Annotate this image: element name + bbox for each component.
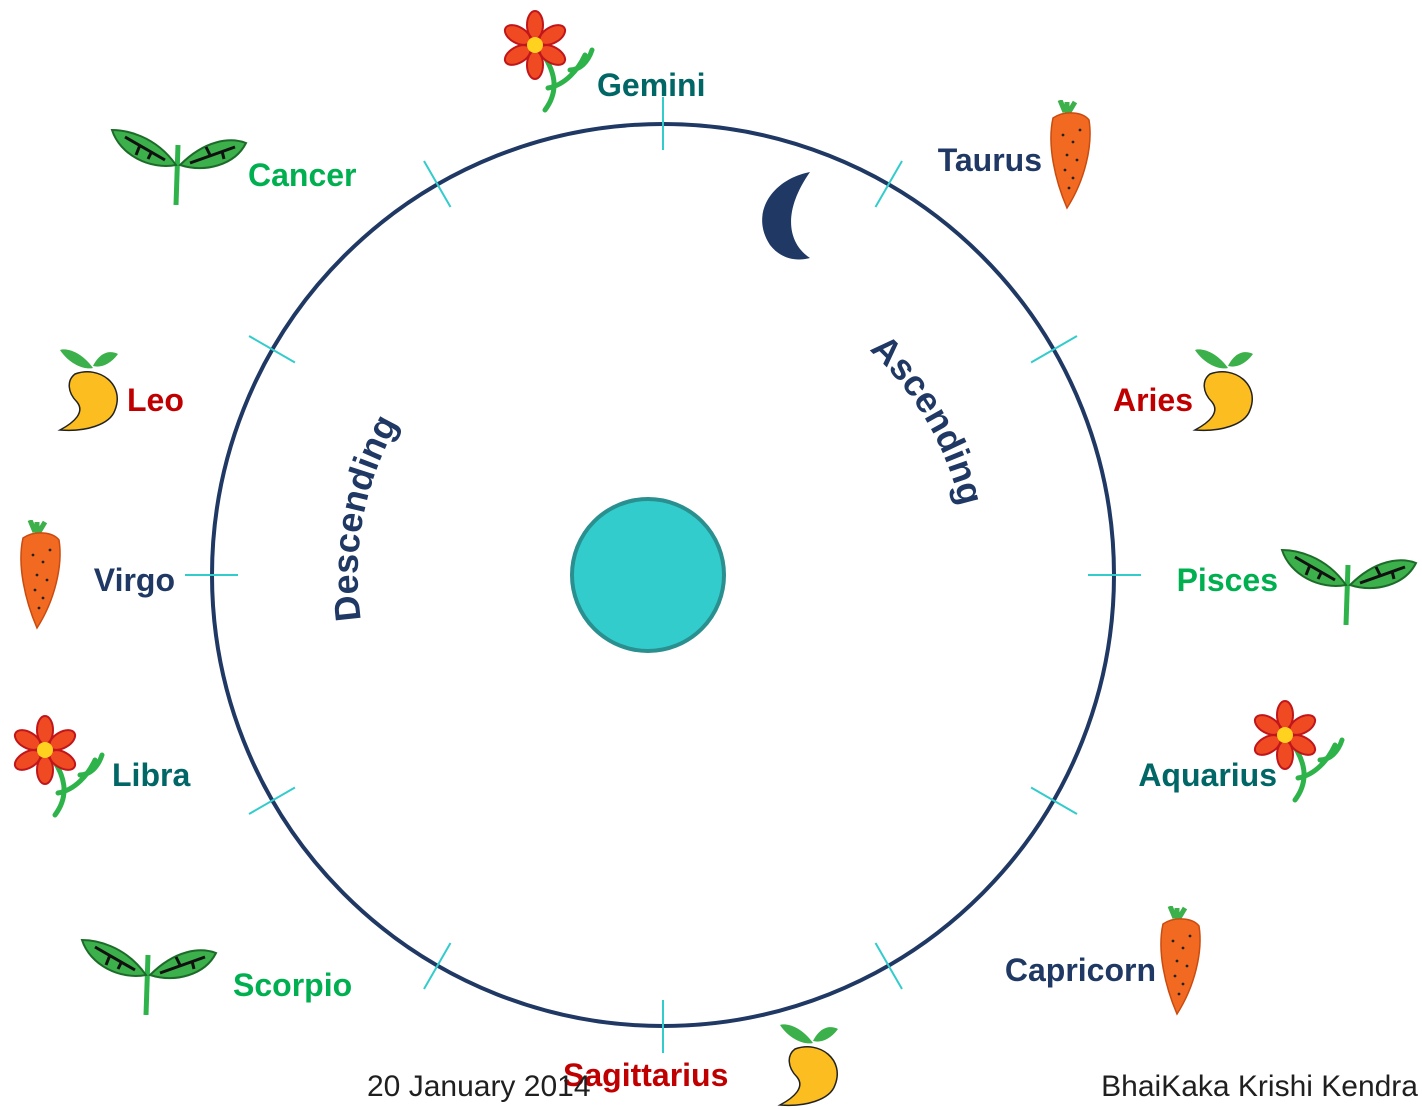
tick [424, 161, 451, 207]
footer-organization: BhaiKaka Krishi Kendra [1101, 1070, 1418, 1103]
sign-label: Leo [127, 382, 184, 418]
sign-icon [1051, 100, 1090, 208]
sign-label: Libra [112, 757, 190, 793]
sign-label: Virgo [94, 562, 175, 598]
sign-label: Aries [1113, 382, 1193, 418]
sign-icon [21, 520, 60, 628]
tick [1031, 788, 1077, 815]
sign-label: Taurus [938, 142, 1042, 178]
sign-label: Gemini [597, 67, 705, 103]
sign-icon [82, 940, 216, 1015]
zodiac-diagram: Descending Ascending Gemini Taurus Aries Pi… [0, 0, 1422, 1110]
sign-icon [60, 349, 118, 430]
descending-text: Descending [325, 408, 406, 624]
tick [424, 943, 451, 989]
moon [762, 172, 810, 259]
sign-icon [1282, 550, 1416, 625]
sign-label: Cancer [248, 157, 357, 193]
tick [876, 161, 903, 207]
sign-icon [502, 11, 592, 110]
sign-label: Scorpio [233, 967, 352, 1003]
footer-date: 20 January 2014 [367, 1070, 591, 1103]
tick [1031, 336, 1077, 363]
sign-icon [780, 1024, 838, 1105]
tick [876, 943, 903, 989]
tick [249, 788, 295, 815]
sign-icon [112, 130, 246, 205]
ascending-label: Ascending [864, 326, 993, 508]
ascending-text: Ascending [864, 326, 993, 508]
center-sun [572, 499, 724, 651]
sign-label: Aquarius [1138, 757, 1277, 793]
tick [249, 336, 295, 363]
sign-icon [1195, 349, 1253, 430]
descending-label: Descending [325, 408, 406, 624]
sign-icon [1161, 906, 1200, 1014]
sign-label: Capricorn [1005, 952, 1156, 988]
sign-label: Pisces [1177, 562, 1278, 598]
sign-icon [12, 716, 102, 815]
